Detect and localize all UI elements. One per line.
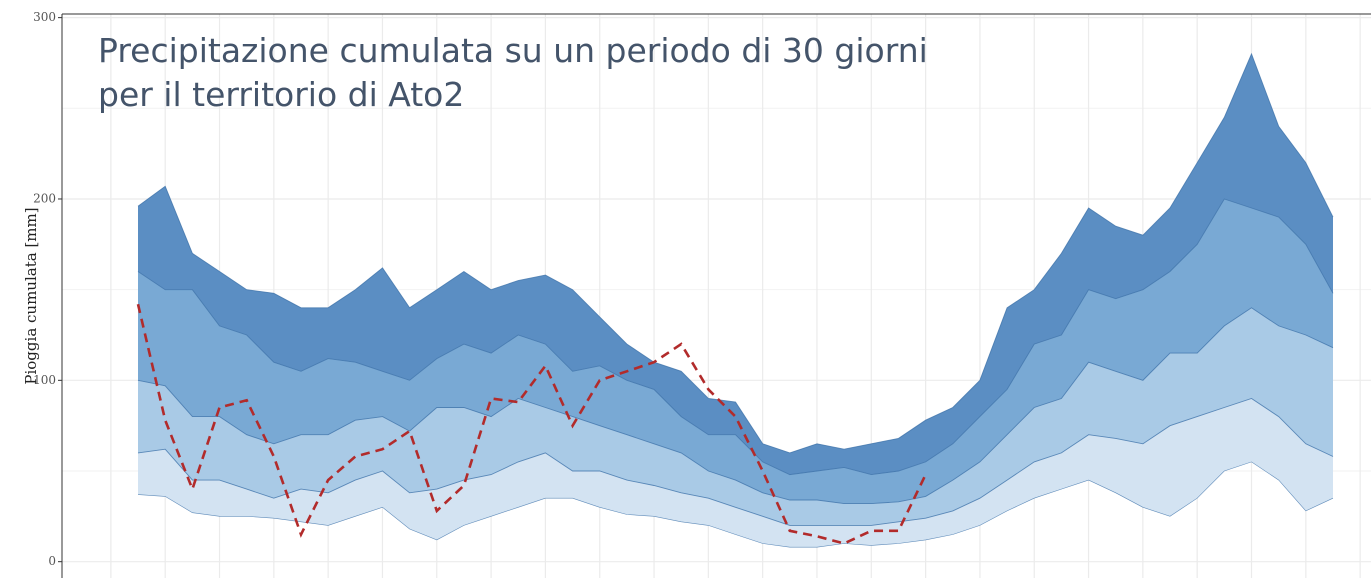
y-tick-label: 0 xyxy=(48,554,56,568)
band-line xyxy=(137,461,1334,548)
band-area xyxy=(138,199,1333,504)
band-line xyxy=(137,198,1334,476)
band-line xyxy=(137,398,1334,526)
y-axis-label: Pioggia cumulata [mm] xyxy=(22,207,40,384)
chart-title: Precipitazione cumulata su un periodo di… xyxy=(98,31,928,70)
chart-title: per il territorio di Ato2 xyxy=(98,75,464,114)
y-tick-label: 200 xyxy=(33,191,56,205)
band-line xyxy=(137,52,1334,454)
y-tick-label: 300 xyxy=(33,10,56,24)
band-area xyxy=(138,53,1333,475)
observed-line xyxy=(136,303,927,545)
y-tick-label: 100 xyxy=(33,373,56,387)
band-area xyxy=(138,307,1333,526)
band-line xyxy=(137,307,1334,505)
